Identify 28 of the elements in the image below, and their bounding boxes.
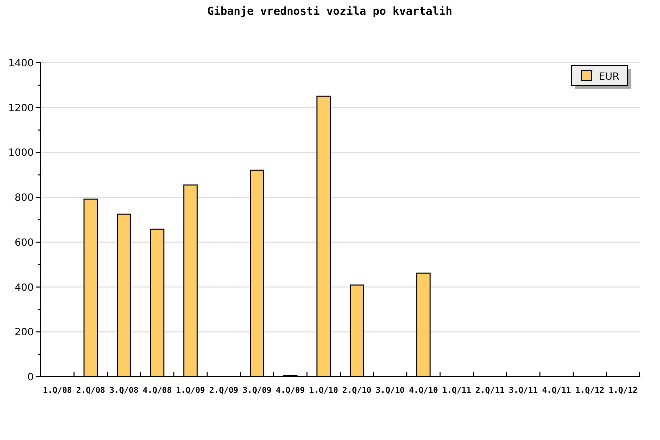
x-tick-label: 4.Q/08 [143,386,172,395]
x-tick-label: 1.Q/10 [309,386,338,395]
legend-label: EUR [599,72,620,83]
y-tick-label: 1200 [8,103,34,114]
x-tick-label: 2.Q/08 [76,386,106,395]
y-tick-label: 800 [14,193,34,204]
x-tick-label: 1.Q/11 [442,386,472,395]
x-tick-label: 1.Q/09 [176,386,206,395]
x-tick-label: 4.Q/10 [409,386,438,395]
y-tick-label: 400 [14,282,34,294]
x-tick-label: 4.Q/11 [542,386,572,395]
y-tick-label: 200 [14,328,34,339]
y-tick-label: 1400 [8,58,34,70]
x-tick-label: 2.Q/11 [476,386,505,395]
x-tick-label: 2.Q/09 [210,386,239,395]
x-tick-label: 3.Q/09 [242,386,272,395]
y-tick-label: 600 [14,238,34,249]
x-tick-label: 3.Q/11 [509,386,538,395]
chart-title: Gibanje vrednosti vozila po kvartalih [207,5,453,18]
y-tick-label: 1000 [8,148,34,160]
x-tick-label: 4.Q/09 [276,386,306,395]
x-tick-label: 1.Q/12 [576,386,605,395]
x-tick-label: 3.Q/08 [110,386,139,395]
x-tick-label: 2.Q/10 [342,386,372,395]
x-tick-label: 1.Q/12 [608,386,638,395]
y-tick-label: 0 [28,372,34,384]
x-tick-label: 1.Q/08 [43,386,72,395]
x-tick-label: 3.Q/10 [376,386,406,395]
